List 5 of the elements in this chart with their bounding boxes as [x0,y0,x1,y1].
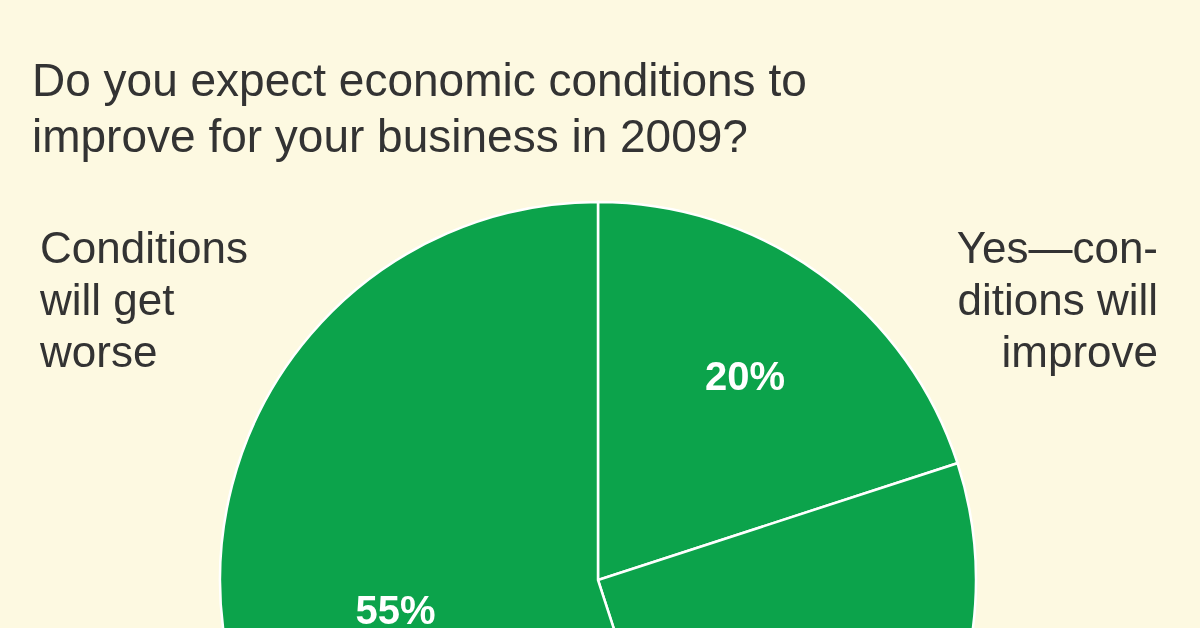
chart-title: Do you expect economic conditions to improve for your business in 2009? [32,54,807,162]
slice-label: Conditions will get worse [39,223,248,376]
data-label: 20% [704,353,785,398]
data-label: 55% [355,588,436,628]
slice-label: Yes—con- ditions will improve [956,223,1158,376]
